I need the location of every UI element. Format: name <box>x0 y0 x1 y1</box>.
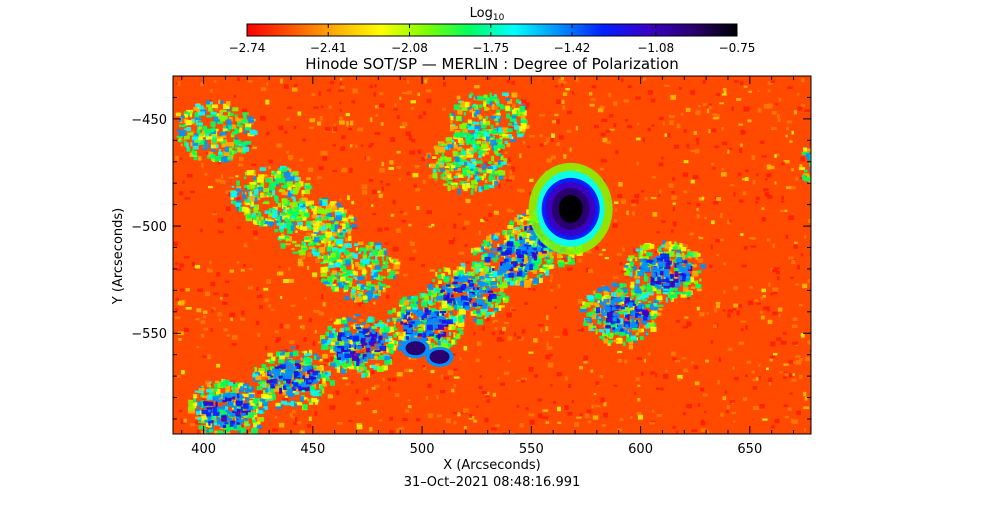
x-axis-label: X (Arcseconds) <box>443 458 540 473</box>
y-axis-ticks: −450 −500 −550 <box>131 75 811 420</box>
x-tick-label: 550 <box>519 442 544 457</box>
colorbar-tick-label: −2.08 <box>391 41 428 55</box>
plot-area: 400 450 500 550 600 650 −450 −500 −550 <box>131 75 812 457</box>
y-axis-label: Y (Arcseconds) <box>111 208 126 305</box>
heatmap-structure <box>173 76 811 434</box>
y-tick-label: −550 <box>131 327 167 342</box>
y-tick-label: −450 <box>131 113 167 128</box>
x-tick-label: 400 <box>191 442 216 457</box>
heatmap-image <box>173 76 811 434</box>
colorbar-tick-label: −2.41 <box>310 41 347 55</box>
colorbar-tick-label: −0.75 <box>719 41 756 55</box>
x-tick-label: 500 <box>410 442 435 457</box>
colorbar: Log10 −2.74 −2.41 −2.08 −1.75 −1.42 −1.08 −0.7… <box>229 6 756 55</box>
colorbar-tick-label: −1.75 <box>472 41 509 55</box>
colorbar-tick-label: −1.08 <box>637 41 674 55</box>
colorbar-label-base: Log <box>470 6 493 21</box>
x-tick-label: 650 <box>737 442 762 457</box>
colorbar-label-sub: 10 <box>493 13 505 23</box>
y-tick-label: −500 <box>131 220 167 235</box>
colorbar-label: Log10 <box>470 6 505 23</box>
colorbar-tick-label: −1.42 <box>554 41 591 55</box>
chart-title: Hinode SOT/SP — MERLIN : Degree of Polar… <box>305 55 679 73</box>
x-axis-ticks: 400 450 500 550 600 650 <box>181 76 795 457</box>
colorbar-tick-label: −2.74 <box>229 41 266 55</box>
observation-timestamp: 31–Oct–2021 08:48:16.991 <box>404 475 581 490</box>
x-tick-label: 450 <box>300 442 325 457</box>
plot-frame <box>172 75 812 435</box>
colorbar-ticks: −2.74 −2.41 −2.08 −1.75 −1.42 −1.08 −0.75 <box>229 24 756 55</box>
x-tick-label: 600 <box>628 442 653 457</box>
colorbar-gradient <box>246 23 738 37</box>
